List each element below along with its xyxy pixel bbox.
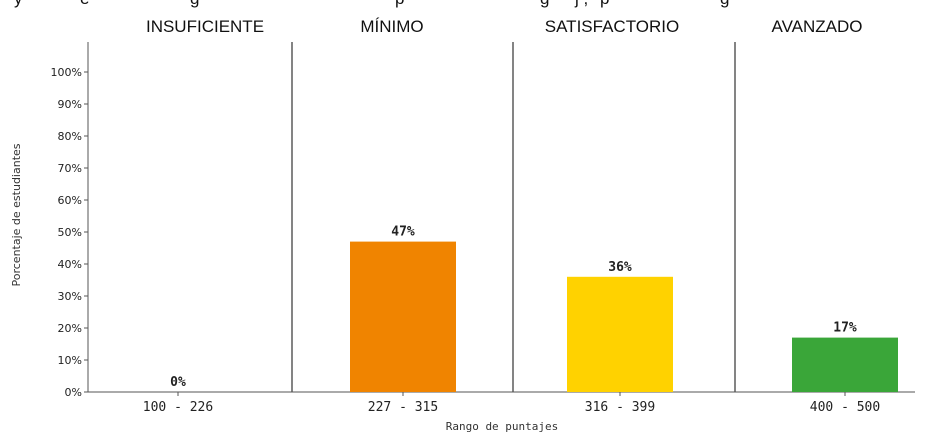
- bar: [792, 337, 898, 392]
- x-tick-label: 227 - 315: [368, 400, 438, 415]
- y-tick-label: 100%: [51, 66, 82, 79]
- header-fragment: e: [80, 0, 89, 8]
- level-label: MÍNIMO: [360, 17, 423, 36]
- level-label: SATISFACTORIO: [545, 17, 679, 36]
- level-label: AVANZADO: [772, 17, 863, 36]
- data-label: 36%: [608, 260, 632, 275]
- y-tick-label: 80%: [58, 130, 82, 143]
- bars: [350, 241, 898, 392]
- header-fragment: p: [600, 0, 609, 8]
- y-tick-label: 0%: [65, 386, 82, 399]
- y-tick-label: 40%: [58, 258, 82, 271]
- data-labels: 0% 47% 36% 17%: [170, 225, 857, 390]
- y-tick-label: 50%: [58, 226, 82, 239]
- y-tick-label: 70%: [58, 162, 82, 175]
- data-label: 17%: [833, 321, 857, 336]
- y-tick-label: 30%: [58, 290, 82, 303]
- y-axis-title: Porcentaje de estudiantes: [10, 143, 23, 286]
- header-fragment: g: [540, 0, 549, 8]
- header-fragment: g: [190, 0, 199, 8]
- level-labels: INSUFICIENTE MÍNIMO SATISFACTORIO AVANZADO: [146, 17, 863, 36]
- y-tick-label: 60%: [58, 194, 82, 207]
- header-fragment: g: [720, 0, 729, 8]
- bar: [567, 276, 673, 392]
- y-tick-label: 90%: [58, 98, 82, 111]
- level-dividers: [291, 42, 736, 392]
- header-fragments: y e g p g j , p g: [14, 0, 729, 8]
- x-tick-label: 316 - 399: [585, 400, 655, 415]
- header-fragment: j ,: [574, 0, 588, 8]
- y-tick-label: 10%: [58, 354, 82, 367]
- x-tick-label: 400 - 500: [810, 400, 880, 415]
- x-tick-label: 100 - 226: [143, 400, 213, 415]
- y-axis: 0% 10% 20% 30% 40% 50% 60% 70% 80% 90% 100%: [51, 66, 88, 399]
- data-label: 47%: [391, 225, 415, 240]
- x-axis-title: Rango de puntajes: [446, 420, 559, 433]
- header-fragment: p: [395, 0, 404, 8]
- bar: [350, 241, 456, 392]
- header-fragment: y: [14, 0, 23, 8]
- y-tick-label: 20%: [58, 322, 82, 335]
- data-label: 0%: [170, 375, 186, 390]
- x-axis: 100 - 226 227 - 315 316 - 399 400 - 500: [143, 392, 880, 415]
- level-label: INSUFICIENTE: [146, 17, 264, 36]
